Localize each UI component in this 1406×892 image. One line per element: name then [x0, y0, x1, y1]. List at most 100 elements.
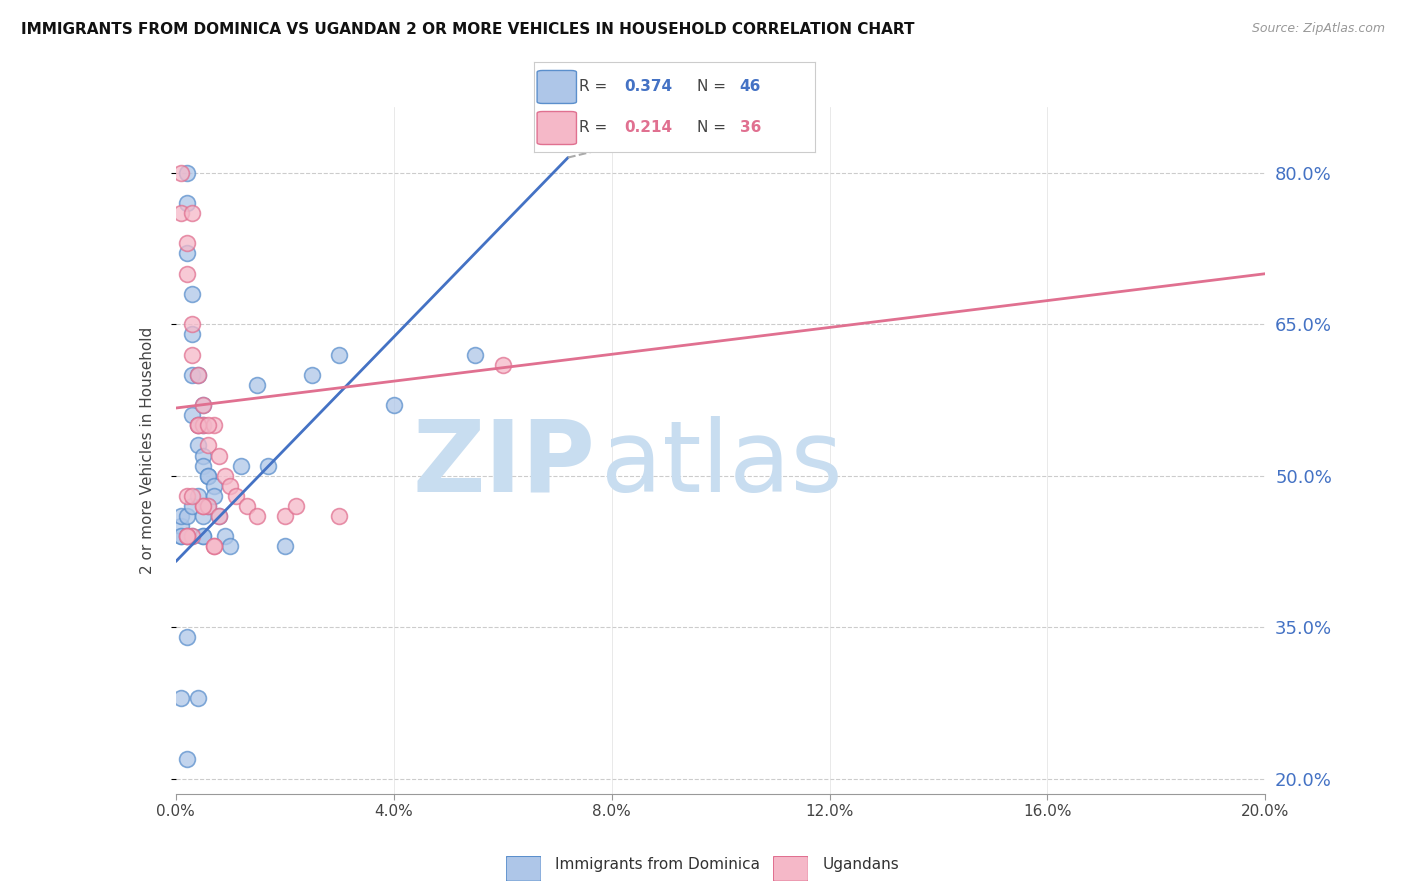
- Point: [202, 418, 225, 433]
- Point: [181, 206, 204, 220]
- Point: [191, 398, 214, 412]
- Text: 36: 36: [740, 120, 761, 135]
- Point: [202, 489, 225, 503]
- Point: [186, 489, 209, 503]
- Point: [197, 499, 219, 513]
- Point: [186, 418, 209, 433]
- Point: [181, 529, 204, 543]
- Point: [197, 418, 219, 433]
- Point: [181, 368, 204, 382]
- Text: Immigrants from Dominica: Immigrants from Dominica: [555, 857, 761, 872]
- Point: [191, 499, 214, 513]
- Point: [186, 418, 209, 433]
- Point: [191, 529, 214, 543]
- Point: [186, 418, 209, 433]
- Point: [181, 489, 204, 503]
- Point: [191, 499, 214, 513]
- Point: [191, 418, 214, 433]
- Point: [191, 529, 214, 543]
- Text: N =: N =: [697, 120, 731, 135]
- Point: [176, 246, 198, 260]
- Point: [191, 449, 214, 463]
- Text: Ugandans: Ugandans: [823, 857, 900, 872]
- Point: [170, 509, 193, 524]
- Point: [181, 529, 204, 543]
- Point: [176, 751, 198, 765]
- Text: Source: ZipAtlas.com: Source: ZipAtlas.com: [1251, 22, 1385, 36]
- Point: [181, 408, 204, 422]
- FancyBboxPatch shape: [537, 112, 576, 145]
- Point: [181, 347, 204, 361]
- Point: [191, 398, 214, 412]
- Point: [246, 509, 269, 524]
- FancyBboxPatch shape: [773, 856, 808, 881]
- Point: [208, 509, 231, 524]
- Point: [191, 509, 214, 524]
- Y-axis label: 2 or more Vehicles in Household: 2 or more Vehicles in Household: [141, 326, 155, 574]
- Point: [197, 468, 219, 483]
- Point: [181, 286, 204, 301]
- Point: [176, 236, 198, 251]
- Point: [235, 499, 257, 513]
- Point: [186, 690, 209, 705]
- FancyBboxPatch shape: [537, 70, 576, 103]
- Point: [170, 690, 193, 705]
- Text: ZIP: ZIP: [412, 416, 595, 513]
- Point: [176, 489, 198, 503]
- Point: [328, 347, 350, 361]
- Point: [181, 327, 204, 342]
- Point: [176, 267, 198, 281]
- Point: [202, 540, 225, 554]
- Point: [219, 479, 242, 493]
- Point: [181, 499, 204, 513]
- Text: N =: N =: [697, 79, 731, 95]
- Point: [186, 368, 209, 382]
- Text: R =: R =: [579, 120, 613, 135]
- Point: [186, 368, 209, 382]
- Point: [257, 458, 280, 473]
- Point: [176, 529, 198, 543]
- FancyBboxPatch shape: [506, 856, 541, 881]
- Point: [214, 468, 236, 483]
- Point: [202, 540, 225, 554]
- Point: [176, 166, 198, 180]
- Text: 0.374: 0.374: [624, 79, 672, 95]
- Point: [197, 468, 219, 483]
- Point: [176, 630, 198, 644]
- Point: [246, 377, 269, 392]
- Point: [191, 458, 214, 473]
- Point: [186, 438, 209, 452]
- Point: [176, 529, 198, 543]
- Text: IMMIGRANTS FROM DOMINICA VS UGANDAN 2 OR MORE VEHICLES IN HOUSEHOLD CORRELATION : IMMIGRANTS FROM DOMINICA VS UGANDAN 2 OR…: [21, 22, 914, 37]
- Point: [170, 519, 193, 533]
- Point: [328, 509, 350, 524]
- Point: [225, 489, 247, 503]
- Point: [208, 449, 231, 463]
- Point: [170, 529, 193, 543]
- Point: [301, 368, 323, 382]
- Point: [170, 529, 193, 543]
- Point: [202, 479, 225, 493]
- Point: [176, 509, 198, 524]
- Text: R =: R =: [579, 79, 613, 95]
- Text: atlas: atlas: [600, 416, 842, 513]
- Text: 46: 46: [740, 79, 761, 95]
- Point: [197, 499, 219, 513]
- Point: [176, 529, 198, 543]
- Point: [464, 347, 486, 361]
- Point: [382, 398, 405, 412]
- Point: [219, 540, 242, 554]
- Point: [492, 358, 515, 372]
- Point: [274, 540, 297, 554]
- Point: [197, 438, 219, 452]
- Point: [170, 166, 193, 180]
- Point: [191, 418, 214, 433]
- Point: [274, 509, 297, 524]
- Point: [176, 196, 198, 211]
- Text: 0.214: 0.214: [624, 120, 672, 135]
- Point: [214, 529, 236, 543]
- Point: [181, 317, 204, 331]
- Point: [284, 499, 307, 513]
- Point: [170, 206, 193, 220]
- Point: [208, 509, 231, 524]
